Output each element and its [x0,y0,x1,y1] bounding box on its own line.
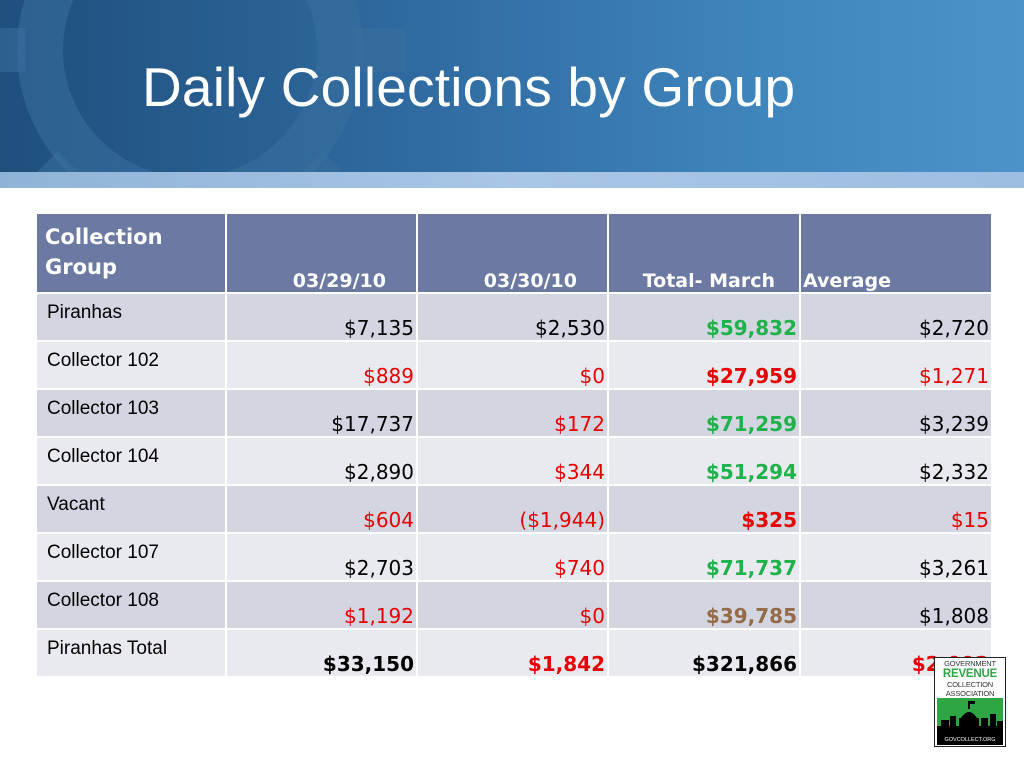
group-name: Collector 108 [35,580,227,630]
gear-icon [0,0,405,172]
header-average: Average [799,212,993,294]
table-row: Collector 108 $1,192 $0 $39,785 $1,808 [35,580,993,630]
logo-line-3: COLLECTION [947,680,993,689]
cell-date-2: $172 [416,388,609,438]
cell-average: $2,332 [799,436,993,486]
cell-date-2: $0 [416,340,609,390]
cell-total: $325 [607,484,801,534]
cell-date-1: $7,135 [225,292,418,342]
table-row-total: Piranhas Total $33,150 $1,842 $321,866 $… [35,628,993,678]
cell-total: $39,785 [607,580,801,630]
cell-total: $59,832 [607,292,801,342]
table-row: Piranhas $7,135 $2,530 $59,832 $2,720 [35,292,993,342]
header-total-march: Total- March [607,212,801,294]
cell-date-2: $344 [416,436,609,486]
cell-total: $71,737 [607,532,801,582]
cell-date-1: $2,890 [225,436,418,486]
logo-url: GOVCOLLECT.ORG [937,736,1003,745]
cell-total: $71,259 [607,388,801,438]
cell-average: $3,261 [799,532,993,582]
table-row: Collector 104 $2,890 $344 $51,294 $2,332 [35,436,993,486]
group-name: Collector 104 [35,436,227,486]
cell-date-1: $889 [225,340,418,390]
cell-date-2: ($1,944) [416,484,609,534]
cell-total: $51,294 [607,436,801,486]
cell-date-2: $0 [416,580,609,630]
cell-date-1: $604 [225,484,418,534]
cell-total: $27,959 [607,340,801,390]
header-date-2: 03/30/10 [416,212,609,294]
group-name: Piranhas [35,292,227,342]
cell-date-2: $740 [416,532,609,582]
table-row: Vacant $604 ($1,944) $325 $15 [35,484,993,534]
cell-average: $1,271 [799,340,993,390]
group-name: Collector 107 [35,532,227,582]
cell-date-1: $33,150 [225,628,418,678]
header-date-1: 03/29/10 [225,212,418,294]
group-name: Vacant [35,484,227,534]
logo-line-2: REVENUE [942,667,998,680]
cell-date-2: $1,842 [416,628,609,678]
cell-date-1: $17,737 [225,388,418,438]
table-row: Collector 103 $17,737 $172 $71,259 $3,23… [35,388,993,438]
cell-average: $2,720 [799,292,993,342]
table-row: Collector 107 $2,703 $740 $71,737 $3,261 [35,532,993,582]
header-divider [0,172,1024,188]
collections-table: Collection Group 03/29/10 03/30/10 Total… [35,212,993,678]
slide-header: Daily Collections by Group [0,0,1024,172]
table-header-row: Collection Group 03/29/10 03/30/10 Total… [35,212,993,294]
capitol-skyline-icon [937,698,1003,736]
cell-average: $15 [799,484,993,534]
cell-date-1: $2,703 [225,532,418,582]
grca-logo: GOVERNMENT REVENUE COLLECTION ASSOCIATIO… [934,657,1006,747]
group-name: Piranhas Total [35,628,227,678]
table-row: Collector 102 $889 $0 $27,959 $1,271 [35,340,993,390]
cell-total: $321,866 [607,628,801,678]
group-name: Collector 102 [35,340,227,390]
group-name: Collector 103 [35,388,227,438]
header-collection-group: Collection Group [35,212,227,294]
cell-date-2: $2,530 [416,292,609,342]
logo-line-1: GOVERNMENT [944,659,996,668]
slide-title: Daily Collections by Group [142,56,796,118]
cell-average: $3,239 [799,388,993,438]
cell-average: $1,808 [799,580,993,630]
cell-date-1: $1,192 [225,580,418,630]
logo-line-4: ASSOCIATION [945,688,995,698]
